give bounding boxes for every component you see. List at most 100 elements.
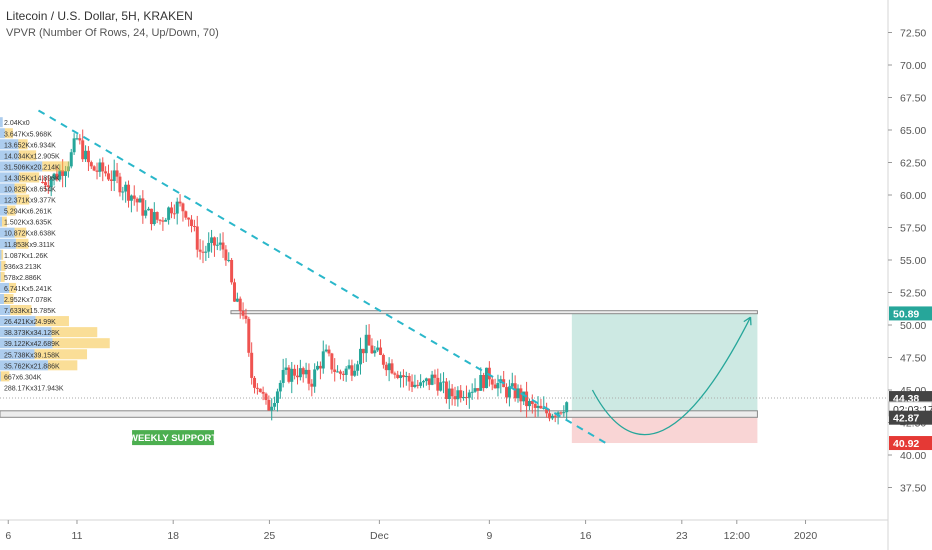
candle-body[interactable] <box>164 219 168 222</box>
candle-body[interactable] <box>178 201 182 204</box>
candle-body[interactable] <box>258 388 262 392</box>
candle-body[interactable] <box>172 213 176 215</box>
candle-body[interactable] <box>106 173 110 180</box>
candle-body[interactable] <box>207 242 211 252</box>
candle-body[interactable] <box>510 383 514 387</box>
candle-body[interactable] <box>361 348 365 354</box>
volume-profile-up-bar[interactable] <box>0 161 43 172</box>
candle-body[interactable] <box>230 259 234 283</box>
volume-profile-down-bar[interactable] <box>47 360 78 371</box>
candle-body[interactable] <box>92 166 96 171</box>
price-label-stop[interactable] <box>889 436 932 451</box>
stop-zone[interactable] <box>571 417 758 444</box>
candle-body[interactable] <box>43 182 47 186</box>
candle-body[interactable] <box>169 207 173 214</box>
candle-body[interactable] <box>364 334 368 354</box>
volume-profile-up-bar[interactable] <box>0 316 36 327</box>
volume-profile-up-bar[interactable] <box>0 183 15 194</box>
candle-body[interactable] <box>393 373 397 375</box>
candle-body[interactable] <box>327 349 331 354</box>
candle-body[interactable] <box>344 368 348 375</box>
volume-profile-up-bar[interactable] <box>0 260 2 271</box>
candle-body[interactable] <box>109 179 113 181</box>
candle-body[interactable] <box>244 315 248 319</box>
candle-body[interactable] <box>456 390 460 400</box>
candle-body[interactable] <box>384 364 388 371</box>
candle-body[interactable] <box>358 348 362 365</box>
candle-body[interactable] <box>562 412 566 414</box>
candle-body[interactable] <box>144 210 148 216</box>
candle-body[interactable] <box>381 354 385 365</box>
candle-body[interactable] <box>295 375 299 378</box>
volume-profile-up-bar[interactable] <box>0 194 17 205</box>
candle-body[interactable] <box>404 375 408 378</box>
candle-body[interactable] <box>201 251 205 253</box>
candle-body[interactable] <box>95 170 99 172</box>
candle-body[interactable] <box>298 368 302 378</box>
candle-body[interactable] <box>267 400 271 411</box>
volume-profile-down-bar[interactable] <box>0 371 10 382</box>
candle-body[interactable] <box>516 388 520 399</box>
indicator-legend[interactable]: VPVR (Number Of Rows, 24, Up/Down, 70) <box>6 27 219 39</box>
candle-body[interactable] <box>278 382 282 392</box>
candle-body[interactable] <box>261 391 265 394</box>
volume-profile-up-bar[interactable] <box>0 360 48 371</box>
volume-profile-down-bar[interactable] <box>15 238 29 249</box>
weekly-support-label-box[interactable] <box>132 430 215 446</box>
candle-body[interactable] <box>304 369 308 375</box>
candle-body[interactable] <box>462 396 466 398</box>
candle-body[interactable] <box>247 318 251 353</box>
candle-body[interactable] <box>253 377 257 388</box>
candle-body[interactable] <box>470 391 474 393</box>
candle-body[interactable] <box>221 242 225 250</box>
candle-body[interactable] <box>379 347 383 355</box>
candle-body[interactable] <box>390 363 394 374</box>
candle-body[interactable] <box>464 396 468 398</box>
candle-body[interactable] <box>330 353 334 370</box>
candle-body[interactable] <box>290 368 294 382</box>
resistance-zone[interactable] <box>230 310 758 315</box>
candle-body[interactable] <box>141 198 145 216</box>
candle-body[interactable] <box>195 226 199 250</box>
candle-body[interactable] <box>310 383 314 387</box>
candle-body[interactable] <box>284 367 288 370</box>
candle-body[interactable] <box>61 170 65 176</box>
candle-body[interactable] <box>473 388 477 392</box>
candle-body[interactable] <box>161 220 165 222</box>
candle-body[interactable] <box>347 365 351 369</box>
candle-body[interactable] <box>86 150 90 163</box>
candle-body[interactable] <box>75 138 79 140</box>
volume-profile-down-bar[interactable] <box>19 172 40 183</box>
candle-body[interactable] <box>69 152 73 167</box>
candle-body[interactable] <box>250 352 254 378</box>
volume-profile-down-bar[interactable] <box>52 338 110 349</box>
target-zone[interactable] <box>571 313 758 418</box>
candle-body[interactable] <box>49 179 53 187</box>
candle-body[interactable] <box>155 212 159 220</box>
volume-profile-up-bar[interactable] <box>0 139 19 150</box>
volume-profile-down-bar[interactable] <box>18 139 28 150</box>
candle-body[interactable] <box>313 369 317 387</box>
downtrend-line[interactable] <box>37 109 607 445</box>
candle-body[interactable] <box>505 387 509 398</box>
volume-profile-down-bar[interactable] <box>14 227 27 238</box>
candle-body[interactable] <box>255 387 259 389</box>
candle-body[interactable] <box>519 388 523 402</box>
volume-profile-up-bar[interactable] <box>0 371 1 382</box>
volume-profile-down-bar[interactable] <box>18 150 37 161</box>
candle-body[interactable] <box>424 378 428 382</box>
volume-profile-down-bar[interactable] <box>16 194 30 205</box>
candle-body[interactable] <box>192 226 196 228</box>
volume-profile-up-bar[interactable] <box>0 305 11 316</box>
candle-body[interactable] <box>98 162 102 172</box>
candle-body[interactable] <box>55 173 59 180</box>
candle-body[interactable] <box>235 298 239 302</box>
candle-body[interactable] <box>476 388 480 391</box>
volume-profile-down-bar[interactable] <box>0 271 5 282</box>
candle-body[interactable] <box>218 242 222 245</box>
candle-body[interactable] <box>336 371 340 373</box>
candle-body[interactable] <box>115 170 119 177</box>
candle-body[interactable] <box>281 369 285 383</box>
candle-body[interactable] <box>444 381 448 399</box>
candle-body[interactable] <box>527 400 531 407</box>
